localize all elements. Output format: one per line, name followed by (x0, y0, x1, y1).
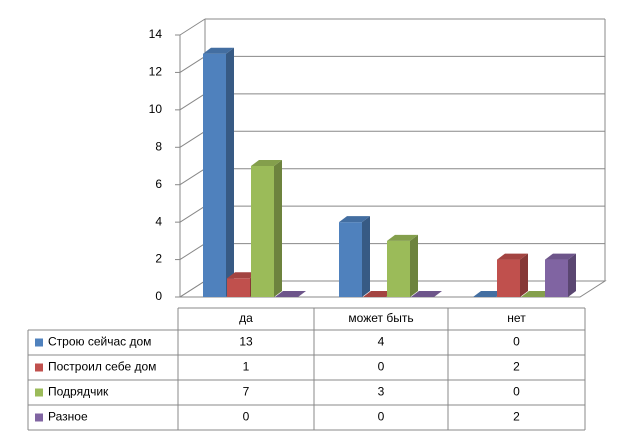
legend-label: Подрядчик (48, 385, 109, 399)
bar-front (251, 166, 274, 297)
bar-top (497, 253, 528, 260)
bar (203, 47, 234, 297)
table-value: 0 (243, 410, 250, 424)
bar-top (473, 291, 504, 297)
table-value: 1 (243, 360, 250, 374)
bar (473, 291, 504, 297)
y-tick-label: 8 (155, 139, 162, 153)
table-value: 0 (513, 385, 520, 399)
bar (363, 291, 394, 297)
bar-top (339, 216, 370, 223)
grid-line (179, 280, 206, 298)
bar-side (274, 160, 282, 297)
legend-marker (35, 388, 43, 397)
bar (275, 291, 306, 297)
bar-side (520, 253, 528, 297)
bar (521, 291, 552, 297)
x-tick-label: да (239, 311, 253, 325)
y-tick-label: 12 (149, 65, 163, 79)
y-tick-label: 14 (149, 27, 163, 41)
bar-top (545, 253, 576, 260)
x-tick-label: может быть (348, 311, 413, 325)
y-tick-label: 4 (155, 214, 162, 228)
bar-side (410, 234, 418, 297)
table-value: 3 (378, 385, 385, 399)
legend-label: Построил себе дом (48, 360, 156, 374)
grid-line (179, 56, 206, 73)
y-tick-label: 0 (155, 289, 162, 303)
grid-line (179, 93, 206, 111)
grid-line (179, 18, 206, 36)
grid-line (179, 243, 206, 260)
bar-top (521, 291, 552, 297)
bar-top (227, 272, 258, 279)
table-value: 0 (513, 335, 520, 349)
legend-marker (35, 338, 43, 347)
bar-side (226, 47, 234, 297)
bar (339, 216, 370, 297)
grid-line (179, 168, 206, 186)
bar-front (227, 278, 250, 297)
bar (411, 291, 442, 297)
bar-side (362, 216, 370, 297)
bar-side (568, 253, 576, 297)
bar-top (387, 234, 418, 241)
bar-front (497, 259, 520, 297)
bar-front (545, 259, 568, 297)
bar-top (251, 160, 282, 166)
table-value: 0 (378, 360, 385, 374)
legend-label: Строю сейчас дом (48, 335, 151, 349)
table-value: 13 (239, 335, 253, 349)
legend-marker (35, 413, 43, 422)
bar-front (339, 222, 362, 297)
x-tick-label: нет (507, 311, 526, 325)
bar-front (387, 240, 410, 297)
bar (497, 253, 528, 297)
bar (251, 160, 282, 297)
table-value: 2 (513, 360, 520, 374)
y-tick-label: 10 (149, 102, 163, 116)
y-tick-label: 6 (155, 177, 162, 191)
y-tick-label: 2 (155, 252, 162, 266)
legend-label: Разное (48, 410, 88, 424)
legend-marker (35, 363, 43, 372)
bar (545, 253, 576, 297)
bar-top (363, 291, 394, 297)
bar (387, 234, 418, 297)
table-value: 0 (378, 410, 385, 424)
bar-top (203, 47, 234, 54)
grid-line (179, 205, 206, 223)
bar-top (411, 291, 442, 297)
table-value: 2 (513, 410, 520, 424)
bar-front (203, 53, 226, 297)
table-value: 4 (378, 335, 385, 349)
grid-line (179, 130, 206, 148)
bar-top (275, 291, 306, 297)
table-value: 7 (243, 385, 250, 399)
